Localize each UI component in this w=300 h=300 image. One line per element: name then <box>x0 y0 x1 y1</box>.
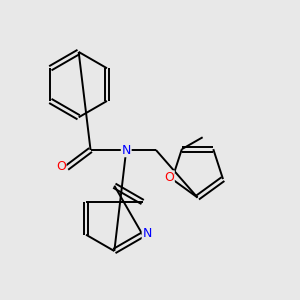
Text: N: N <box>122 143 131 157</box>
Text: N: N <box>142 227 152 240</box>
Text: O: O <box>164 171 174 184</box>
Text: O: O <box>56 160 66 173</box>
